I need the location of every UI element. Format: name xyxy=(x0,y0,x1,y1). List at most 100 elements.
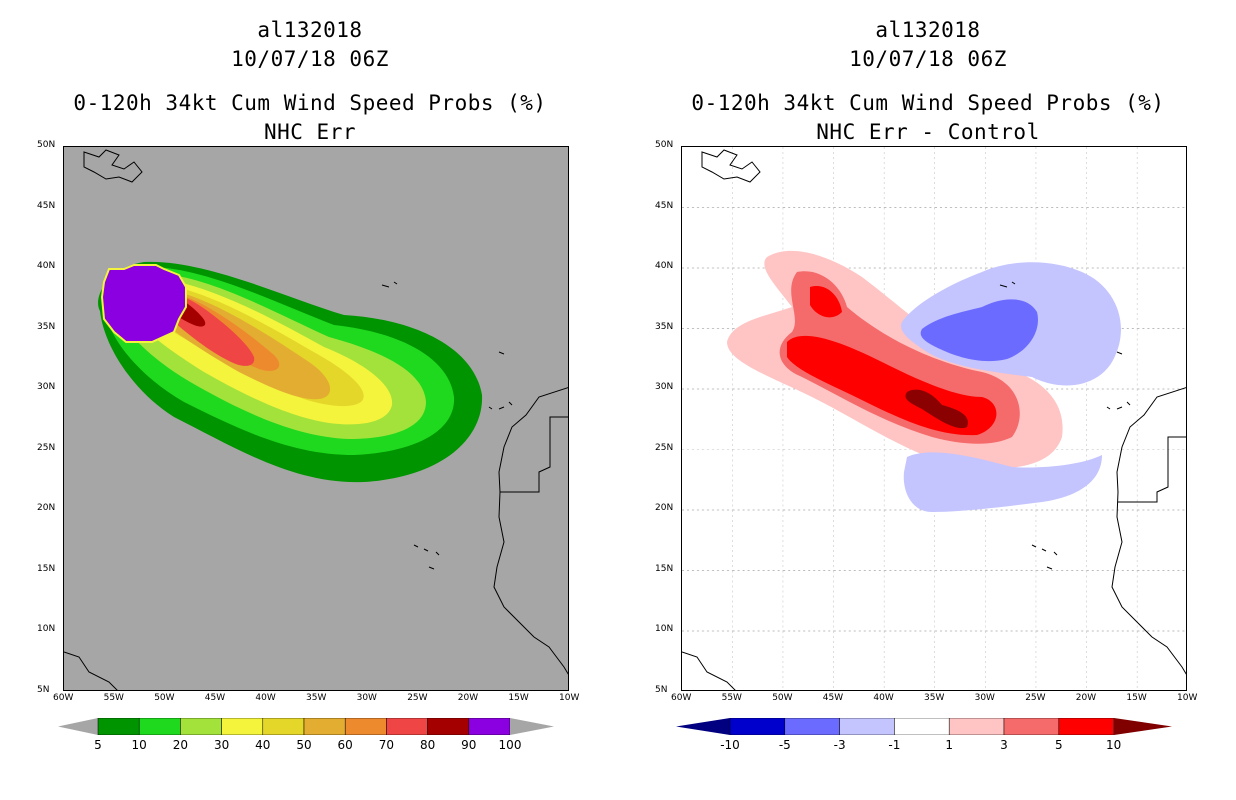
colorbar-cell xyxy=(262,717,305,736)
islands-cape-verde xyxy=(1031,544,1058,570)
coastline-africa xyxy=(493,387,568,675)
lat-label: 25N xyxy=(37,442,56,453)
lon-label: 50W xyxy=(154,693,175,703)
lon-label: 30W xyxy=(974,693,995,703)
coastline-south-america xyxy=(682,651,736,690)
colorbar-label: -10 xyxy=(720,738,740,752)
lon-label: 55W xyxy=(103,693,124,703)
right-map-canvas xyxy=(682,147,1186,690)
lat-label: 5N xyxy=(655,685,668,695)
colorbar-high-arrow xyxy=(510,718,554,735)
lat-label: 15N xyxy=(37,563,56,574)
lat-label: 25N xyxy=(655,442,674,453)
islands-azores xyxy=(999,281,1123,355)
colorbar-cell xyxy=(344,717,387,736)
islands-canary xyxy=(488,401,513,410)
colorbar-cell xyxy=(221,717,264,736)
lat-label: 10N xyxy=(37,624,56,635)
colorbar-cell xyxy=(1003,717,1060,736)
colorbar-label: 5 xyxy=(1054,738,1063,752)
colorbar-cell xyxy=(303,717,346,736)
colorbar-low-arrow xyxy=(58,718,98,735)
left-title: al132018 10/07/18 06Z 0-120h 34kt Cum Wi… xyxy=(30,16,590,147)
colorbar-label: 80 xyxy=(419,738,436,752)
lat-label: 5N xyxy=(37,685,50,695)
colorbar-label: 100 xyxy=(498,738,522,752)
colorbar-cell xyxy=(729,717,786,736)
coastline-newfoundland xyxy=(701,149,761,183)
diff-pos-5 xyxy=(787,286,997,436)
colorbar-label: -3 xyxy=(833,738,846,752)
lat-label: 10N xyxy=(655,624,674,635)
product-subtitle: NHC Err - Control xyxy=(816,120,1040,144)
product-title: 0-120h 34kt Cum Wind Speed Probs (%) xyxy=(691,91,1165,115)
colorbar-label: 10 xyxy=(1105,738,1122,752)
colorbar-label: 3 xyxy=(1000,738,1008,752)
product-title: 0-120h 34kt Cum Wind Speed Probs (%) xyxy=(73,91,547,115)
lat-label: 50N xyxy=(37,140,56,150)
colorbar-cell xyxy=(97,717,140,736)
lat-label: 40N xyxy=(655,261,674,272)
colorbar-cell xyxy=(894,717,950,736)
lat-label: 20N xyxy=(37,503,56,514)
left-colorbar xyxy=(58,717,554,736)
right-colorbar xyxy=(676,717,1172,736)
right-map xyxy=(681,146,1187,691)
colorbar-cell xyxy=(427,717,470,736)
lon-label: 10W xyxy=(1177,693,1198,703)
right-colorbar-canvas xyxy=(676,717,1172,736)
storm-id: al132018 xyxy=(257,18,363,42)
diff-neg-1-south xyxy=(903,452,1102,512)
lat-label: 35N xyxy=(37,321,56,332)
left-colorbar-canvas xyxy=(58,717,554,736)
lon-label: 15W xyxy=(1126,693,1147,703)
date-time: 10/07/18 06Z xyxy=(849,47,1007,71)
colorbar-label: 60 xyxy=(337,738,353,752)
colorbar-label: -5 xyxy=(778,738,791,752)
lat-label: 30N xyxy=(655,382,674,393)
colorbar-label: -1 xyxy=(888,738,901,752)
lat-label: 15N xyxy=(655,563,674,574)
colorbar-cell xyxy=(948,717,1005,736)
coastline-newfoundland xyxy=(83,149,143,183)
lon-label: 20W xyxy=(457,693,479,703)
lon-label: 20W xyxy=(1075,693,1097,703)
lon-label: 60W xyxy=(671,693,692,703)
lon-label: 15W xyxy=(508,693,529,703)
colorbar-label: 90 xyxy=(461,738,477,752)
colorbar-cell xyxy=(1058,717,1114,736)
border-western-sahara xyxy=(500,416,568,493)
lon-label: 45W xyxy=(204,693,226,703)
islands-azores xyxy=(381,281,505,355)
colorbar-label: 50 xyxy=(296,738,312,752)
colorbar-cell xyxy=(138,717,181,736)
colorbar-cell xyxy=(468,717,511,736)
lon-label: 35W xyxy=(306,693,327,703)
border-western-sahara xyxy=(1118,436,1186,503)
product-subtitle: NHC Err xyxy=(263,120,356,144)
left-map xyxy=(63,146,569,691)
lat-label: 20N xyxy=(655,503,674,514)
colorbar-label: 20 xyxy=(172,738,189,752)
date-time: 10/07/18 06Z xyxy=(231,47,389,71)
prob-contour-100 xyxy=(100,264,187,343)
left-map-canvas xyxy=(64,149,568,690)
lon-label: 25W xyxy=(1025,693,1046,703)
lat-label: 35N xyxy=(655,321,674,332)
colorbar-label: 5 xyxy=(94,738,102,752)
colorbar-low-arrow xyxy=(676,718,730,735)
colorbar-high-arrow xyxy=(1114,718,1172,735)
colorbar-cell xyxy=(839,717,895,736)
lat-label: 30N xyxy=(37,382,56,393)
colorbar-label: 1 xyxy=(945,738,954,752)
colorbar-cell xyxy=(180,717,222,736)
islands-canary xyxy=(1106,401,1131,410)
lat-label: 50N xyxy=(655,140,674,150)
diff-neg-3-north xyxy=(920,299,1038,362)
lon-label: 50W xyxy=(772,693,793,703)
diff-pos-10 xyxy=(905,389,968,429)
lon-label: 35W xyxy=(924,693,945,703)
lon-label: 30W xyxy=(356,693,377,703)
lon-label: 40W xyxy=(873,693,894,703)
colorbar-cell xyxy=(386,717,428,736)
